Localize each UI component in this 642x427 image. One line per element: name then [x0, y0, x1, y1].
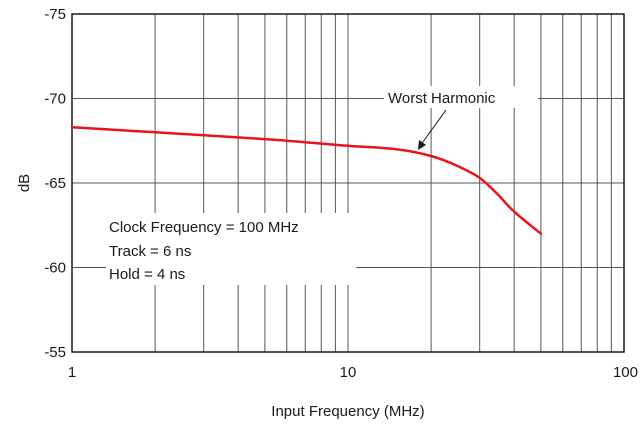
y-tick-label: -65 [44, 175, 66, 192]
x-tick-label: 1 [68, 364, 76, 381]
annotation-track: Track = 6 ns [109, 243, 191, 260]
conditions-box-bg [106, 213, 356, 285]
annotation-arrow [419, 109, 447, 147]
x-tick-labels: 1 10 100 [68, 364, 638, 381]
x-tick-label: 10 [340, 364, 357, 381]
y-tick-label: -70 [44, 91, 66, 108]
y-tick-label: -75 [44, 6, 66, 23]
gridlines [72, 14, 624, 352]
annotation-clock-frequency: Clock Frequency = 100 MHz [109, 219, 299, 236]
annotation-hold: Hold = 4 ns [109, 266, 185, 283]
arrow-head-icon [418, 140, 426, 150]
y-tick-labels: -75 -70 -65 -60 -55 [44, 6, 66, 361]
x-axis-label: Input Frequency (MHz) [271, 403, 424, 420]
x-tick-label: 100 [613, 364, 638, 381]
series-line-worst-harmonic [70, 125, 543, 235]
plot-frame [71, 13, 625, 353]
y-tick-label: -60 [44, 260, 66, 277]
annotation-worst-harmonic-bg [384, 86, 538, 108]
y-axis-label: dB [16, 174, 33, 192]
annotation-worst-harmonic: Worst Harmonic [388, 90, 496, 107]
y-tick-label: -55 [44, 344, 66, 361]
